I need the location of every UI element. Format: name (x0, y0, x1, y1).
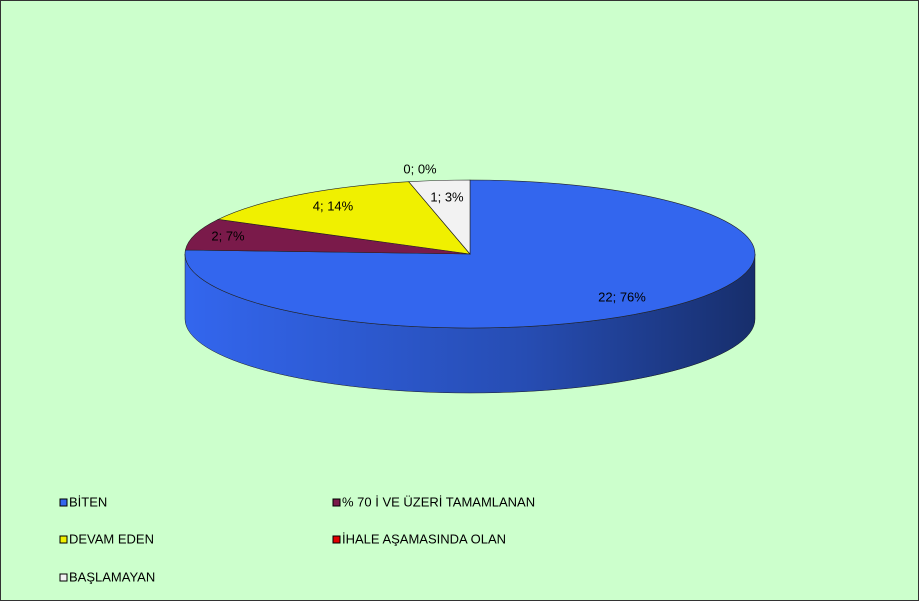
legend-swatch (59, 573, 68, 582)
data-label: 4; 14% (313, 198, 354, 213)
legend-swatch (59, 535, 68, 544)
data-label: 1; 3% (430, 189, 464, 204)
legend-label: İHALE AŞAMASINDA OLAN (342, 531, 506, 546)
legend-swatch (332, 535, 341, 544)
data-label: 22; 76% (598, 289, 646, 304)
legend-swatch (59, 498, 68, 507)
legend-label: DEVAM EDEN (69, 531, 154, 546)
slice (185, 219, 471, 255)
legend-label: % 70 İ VE ÜZERİ TAMAMLANAN (342, 494, 535, 509)
legend-label: BAŞLAMAYAN (69, 569, 155, 584)
slice (408, 179, 471, 255)
slice (217, 181, 471, 255)
slice-side-shade (185, 254, 755, 393)
legend-swatch (332, 498, 341, 507)
pie: 22; 76% 2; 7% 4; 14% 0; 0% 1; 3% (184, 161, 756, 394)
data-label: 0; 0% (403, 161, 437, 176)
legend: BİTEN % 70 İ VE ÜZERİ TAMAMLANAN DEVAM EDE… (59, 494, 535, 584)
legend-label: BİTEN (69, 494, 107, 509)
data-label: 2; 7% (211, 228, 245, 243)
